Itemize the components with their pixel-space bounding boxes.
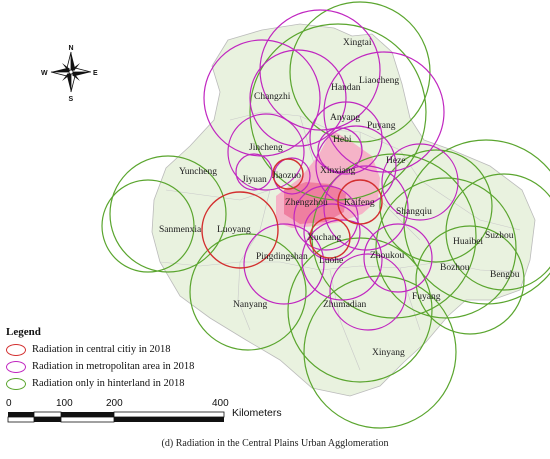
metro-circle-10 [381, 143, 459, 221]
hinterland-circle-6 [375, 177, 517, 319]
city-label-changzhi: Changzhi [254, 92, 291, 102]
city-label-handan: Handan [331, 83, 361, 93]
city-label-bengbu: Bengbu [490, 270, 520, 280]
metro-circle-6 [227, 113, 305, 191]
city-label-liaocheng: Liaocheng [359, 76, 399, 86]
city-label-zhoukou: Zhoukou [370, 251, 405, 261]
metro-circle-11 [323, 165, 409, 251]
metro-circle-7 [235, 153, 273, 191]
legend-label: Radiation in metropolitan area in 2018 [32, 361, 195, 372]
metro-circle-13 [243, 223, 325, 305]
metro-circle-8 [273, 157, 311, 195]
central-circle-2 [337, 179, 383, 225]
city-label-jiaozuo: Jiaozuo [272, 171, 301, 181]
metro-circle-16 [329, 253, 407, 331]
compass-east: E [93, 70, 98, 77]
magenta-ellipse-icon [6, 360, 26, 373]
city-label-luoyang: Luoyang [217, 225, 251, 235]
hinterland-circle-9 [303, 275, 457, 429]
legend-item-metropolitan: Radiation in metropolitan area in 2018 [6, 358, 256, 375]
city-label-suzhou: Suzhou [485, 231, 514, 241]
metropolitan-radiation-circles [203, 9, 459, 331]
city-label-zhumadian: Zhumadian [323, 300, 367, 310]
legend-label: Radiation only in hinterland in 2018 [32, 378, 185, 389]
city-label-yuncheng: Yuncheng [179, 167, 217, 177]
metro-circle-1 [259, 9, 381, 131]
scale-bar-graphic [7, 411, 225, 423]
metro-circle-15 [363, 223, 433, 293]
compass-north: N [69, 45, 74, 52]
legend-title: Legend [6, 326, 41, 338]
city-label-hebi: Hebi [333, 135, 352, 145]
city-label-puyang: Puyang [367, 121, 396, 131]
hinterland-circle-11 [415, 225, 525, 335]
city-label-huaibei: Huaibei [453, 237, 483, 247]
city-label-bozhou: Bozhou [440, 263, 470, 273]
hinterland-circle-3 [101, 179, 195, 273]
hinterland-circle-8 [287, 237, 433, 383]
city-label-jiyuan: Jiyuan [242, 175, 267, 185]
hinterland-circle-10 [189, 233, 307, 351]
hinterland-circle-2 [109, 155, 227, 273]
city-label-fuyang: Fuyang [412, 292, 441, 302]
legend-item-hinterland: Radiation only in hinterland in 2018 [6, 375, 256, 392]
compass-south: S [69, 96, 74, 103]
metro-circle-17 [293, 185, 359, 251]
city-label-anyang: Anyang [330, 113, 360, 123]
metro-circle-14 [301, 219, 383, 301]
hinterland-circle-4 [403, 139, 550, 305]
city-label-xuchang: Xuchang [307, 233, 342, 243]
city-label-xinxiang: Xinxiang [320, 166, 356, 176]
central-circle-1 [272, 158, 304, 190]
city-label-luohe: Luohe [319, 256, 343, 266]
metro-circle-12 [303, 203, 361, 261]
metro-circle-3 [249, 49, 347, 147]
city-label-nanyang: Nanyang [233, 300, 268, 310]
city-label-xinyang: Xinyang [372, 348, 405, 358]
hinterland-circle-12 [379, 149, 493, 263]
city-label-kaifeng: Kaifeng [344, 197, 375, 208]
city-label-sanmenxia: Sanmenxia [159, 225, 202, 235]
figure-caption: (d) Radiation in the Central Plains Urba… [161, 438, 389, 449]
city-label-xingtai: Xingtai [343, 38, 372, 48]
city-label-pingdingshan: Pingdingshan [256, 252, 308, 262]
scale-tick-100: 100 [56, 398, 73, 409]
scale-unit: Kilometers [232, 407, 282, 419]
legend-item-central-city: Radiation in central citiy in 2018 [6, 341, 256, 358]
north-arrow-icon: N S E W [41, 45, 98, 103]
city-label-zhengzhou: Zhengzhou [285, 198, 328, 208]
metro-circle-5 [317, 127, 363, 173]
scale-tick-0: 0 [6, 398, 12, 409]
central-circle-0 [201, 191, 279, 269]
green-ellipse-icon [6, 377, 26, 390]
city-label-shangqiu: Shangqiu [396, 207, 432, 217]
city-label-jincheng: Jincheng [249, 143, 283, 153]
scale-tick-200: 200 [106, 398, 123, 409]
city-label-heze: Heze [386, 156, 406, 166]
metro-circle-2 [323, 51, 445, 173]
scale-bar: 0 100 200 400 Kilometers [6, 398, 306, 438]
legend-label: Radiation in central citiy in 2018 [32, 344, 171, 355]
central-circle-3 [309, 217, 351, 259]
metro-circle-4 [309, 101, 383, 175]
map-legend: Legend Radiation in central citiy in 201… [6, 326, 256, 392]
scale-tick-400: 400 [212, 398, 229, 409]
compass-west: W [41, 70, 48, 77]
red-ellipse-icon [6, 343, 26, 356]
central-city-radiation-circles [201, 158, 383, 269]
